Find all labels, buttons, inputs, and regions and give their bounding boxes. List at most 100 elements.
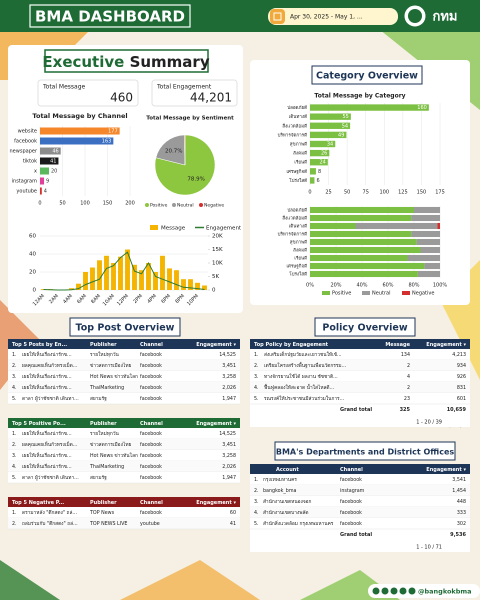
section-title-frame (274, 441, 456, 461)
table-row[interactable] (250, 371, 470, 382)
table-row[interactable] (250, 496, 470, 507)
x-tick-label: 50 (344, 190, 350, 196)
column-header: Publisher (90, 500, 117, 506)
social-icon[interactable] (372, 587, 380, 595)
table-row[interactable] (8, 393, 240, 404)
table-cell: ThaiMarketing (89, 385, 124, 391)
pagination: 1 - 20 / 39 (416, 420, 442, 426)
table-row[interactable] (8, 382, 240, 393)
kpi-card (151, 79, 238, 107)
table-cell: 2. (12, 521, 17, 527)
table-row[interactable] (8, 371, 240, 382)
x-tick-label: 4AM (62, 293, 74, 305)
table-cell: 1. (12, 510, 17, 516)
column-header: Engagement ▾ (196, 500, 236, 506)
bar (181, 279, 186, 290)
table-cell: ผลคุณเคยเห็นกัวทรงเม็ด... (22, 440, 77, 448)
table-cell: รณรงค์ให้ประชาชนมีส่วนร่วมในการ... (264, 395, 344, 402)
bar-segment (437, 222, 440, 230)
table-row[interactable] (250, 485, 470, 496)
social-icon[interactable] (381, 587, 389, 595)
table-cell: รายใหม่ทุกวัน (90, 351, 120, 358)
y-tick-label: 40 (29, 252, 36, 258)
column-header: Channel (140, 421, 163, 427)
table-row[interactable] (8, 450, 240, 461)
table-row[interactable] (250, 349, 470, 360)
bar (90, 267, 95, 290)
table-cell: 3. (254, 374, 259, 380)
bar-segment (310, 230, 412, 238)
table-cell: facebook (140, 385, 162, 391)
data-label: 55 (342, 114, 348, 120)
title-word: Executive (42, 53, 124, 71)
table-row[interactable] (250, 507, 470, 518)
x-tick-label: 0 (308, 190, 311, 196)
y-tick-label: facebook (14, 139, 37, 145)
social-icon[interactable] (408, 587, 416, 595)
x-tick-label: 200 (125, 201, 135, 207)
table-cell: 333 (457, 510, 466, 516)
table-row[interactable] (8, 507, 240, 518)
decor (0, 560, 60, 600)
bar (310, 131, 347, 139)
decor (120, 560, 260, 600)
table-cell: 3,451 (222, 363, 236, 369)
table-row[interactable] (8, 518, 240, 529)
table-cell: facebook (140, 475, 162, 481)
table-cell: 2. (254, 363, 259, 369)
table-row[interactable] (8, 461, 240, 472)
date-range[interactable]: Apr 30, 2025 - May 1, ... (290, 14, 363, 21)
y-tick-label: x (34, 169, 37, 175)
table-header (250, 339, 470, 349)
kpi-label: Total Message (42, 84, 86, 91)
grand-total: 9,536 (450, 532, 466, 538)
table-cell: กรุงเทพมหานคร (263, 477, 297, 483)
column-header: Engagement ▾ (196, 342, 236, 348)
date-picker[interactable] (268, 8, 398, 25)
y-tick-label: บริหารจัดการดี (278, 132, 307, 138)
data-label: 78.9% (187, 177, 204, 183)
y-tick-label: เศรษฐกิจดี (286, 264, 307, 270)
table-header (250, 464, 470, 474)
bar (153, 272, 158, 290)
table-row[interactable] (250, 382, 470, 393)
dashboard-title: BMA DASHBOARD (35, 8, 185, 26)
table-row[interactable] (250, 393, 470, 404)
y-tick-label: 0 (33, 288, 37, 294)
y-tick-label: สุขภาพดี (290, 142, 307, 148)
table-header (8, 339, 240, 349)
x-tick-label: 20% (330, 283, 341, 289)
table-cell: เผยให้เห็นเรื่องน่ารักข... (22, 429, 72, 437)
table-row[interactable] (8, 472, 240, 483)
y-tick-label: ปลอดภัยดี (287, 208, 307, 214)
bar (195, 282, 200, 290)
table-row[interactable] (250, 518, 470, 529)
bar (160, 255, 165, 290)
y2-tick-label: 20K (212, 234, 223, 240)
table-cell: ถล่มร่วมกับ "ตึกสตง" ถล่... (22, 521, 78, 527)
data-label: 8 (318, 169, 321, 175)
table-row[interactable] (8, 349, 240, 360)
table-row[interactable] (8, 439, 240, 450)
table-cell: 14,525 (219, 431, 236, 437)
social-icon[interactable] (390, 587, 398, 595)
table-row[interactable] (8, 428, 240, 439)
table-row[interactable] (250, 360, 470, 371)
table-cell: 3. (12, 453, 17, 459)
bar (69, 288, 74, 290)
table-cell: 448 (457, 499, 466, 505)
grand-total: 325 (400, 407, 411, 413)
footer-handle: @bangkokbma (418, 588, 472, 596)
bar (40, 147, 61, 155)
chart-title: Total Message by Channel (32, 112, 127, 120)
table-row[interactable] (250, 474, 470, 485)
social-icon[interactable] (399, 587, 407, 595)
table-cell: ผลคุณเคยเห็นกัวทรงเม็ด... (22, 361, 77, 369)
x-tick-label: 150 (103, 201, 113, 207)
x-tick-label: 0% (306, 283, 314, 289)
calendar-icon[interactable] (270, 9, 285, 24)
section-title-frame (69, 317, 181, 337)
table-row[interactable] (8, 360, 240, 371)
table-cell: สำนักงานเขตบางพลัด (263, 510, 308, 516)
bar (40, 157, 59, 165)
